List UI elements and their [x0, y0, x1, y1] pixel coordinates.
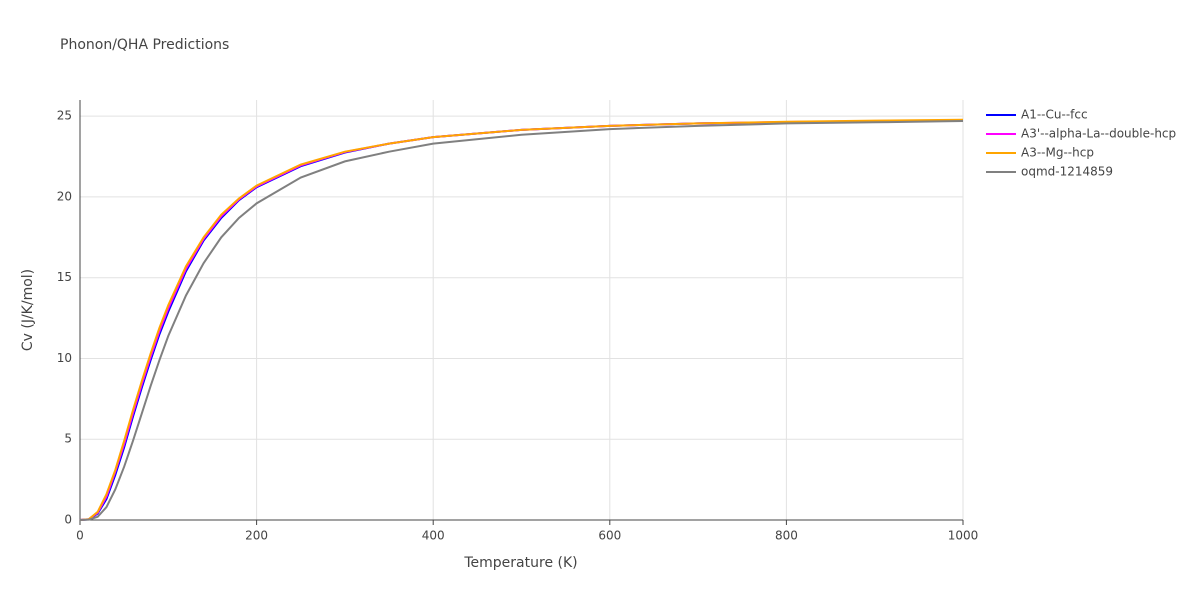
legend-label: A3--Mg--hcp — [1021, 146, 1094, 160]
x-tick-label: 600 — [598, 529, 621, 543]
legend-label: oqmd-1214859 — [1021, 165, 1113, 179]
series-line — [79, 119, 964, 521]
y-tick-label: 15 — [57, 270, 72, 284]
series-line — [79, 120, 964, 521]
y-tick-label: 20 — [57, 189, 72, 203]
series-line — [79, 118, 964, 521]
y-axis-label: Cv (J/K/mol) — [20, 269, 36, 351]
legend-label: A3'--alpha-La--double-hcp — [1021, 127, 1176, 141]
x-tick-label: 1000 — [948, 529, 979, 543]
chart-title: Phonon/QHA Predictions — [60, 37, 229, 53]
x-tick-label: 200 — [245, 529, 268, 543]
x-tick-label: 800 — [775, 529, 798, 543]
series-line — [79, 119, 964, 521]
x-axis-label: Temperature (K) — [463, 555, 577, 571]
y-tick-label: 10 — [57, 351, 72, 365]
y-tick-label: 0 — [64, 513, 72, 527]
y-tick-label: 5 — [64, 432, 72, 446]
x-tick-label: 0 — [76, 529, 84, 543]
x-tick-label: 400 — [422, 529, 445, 543]
y-tick-label: 25 — [57, 109, 72, 123]
legend-label: A1--Cu--fcc — [1021, 108, 1088, 122]
